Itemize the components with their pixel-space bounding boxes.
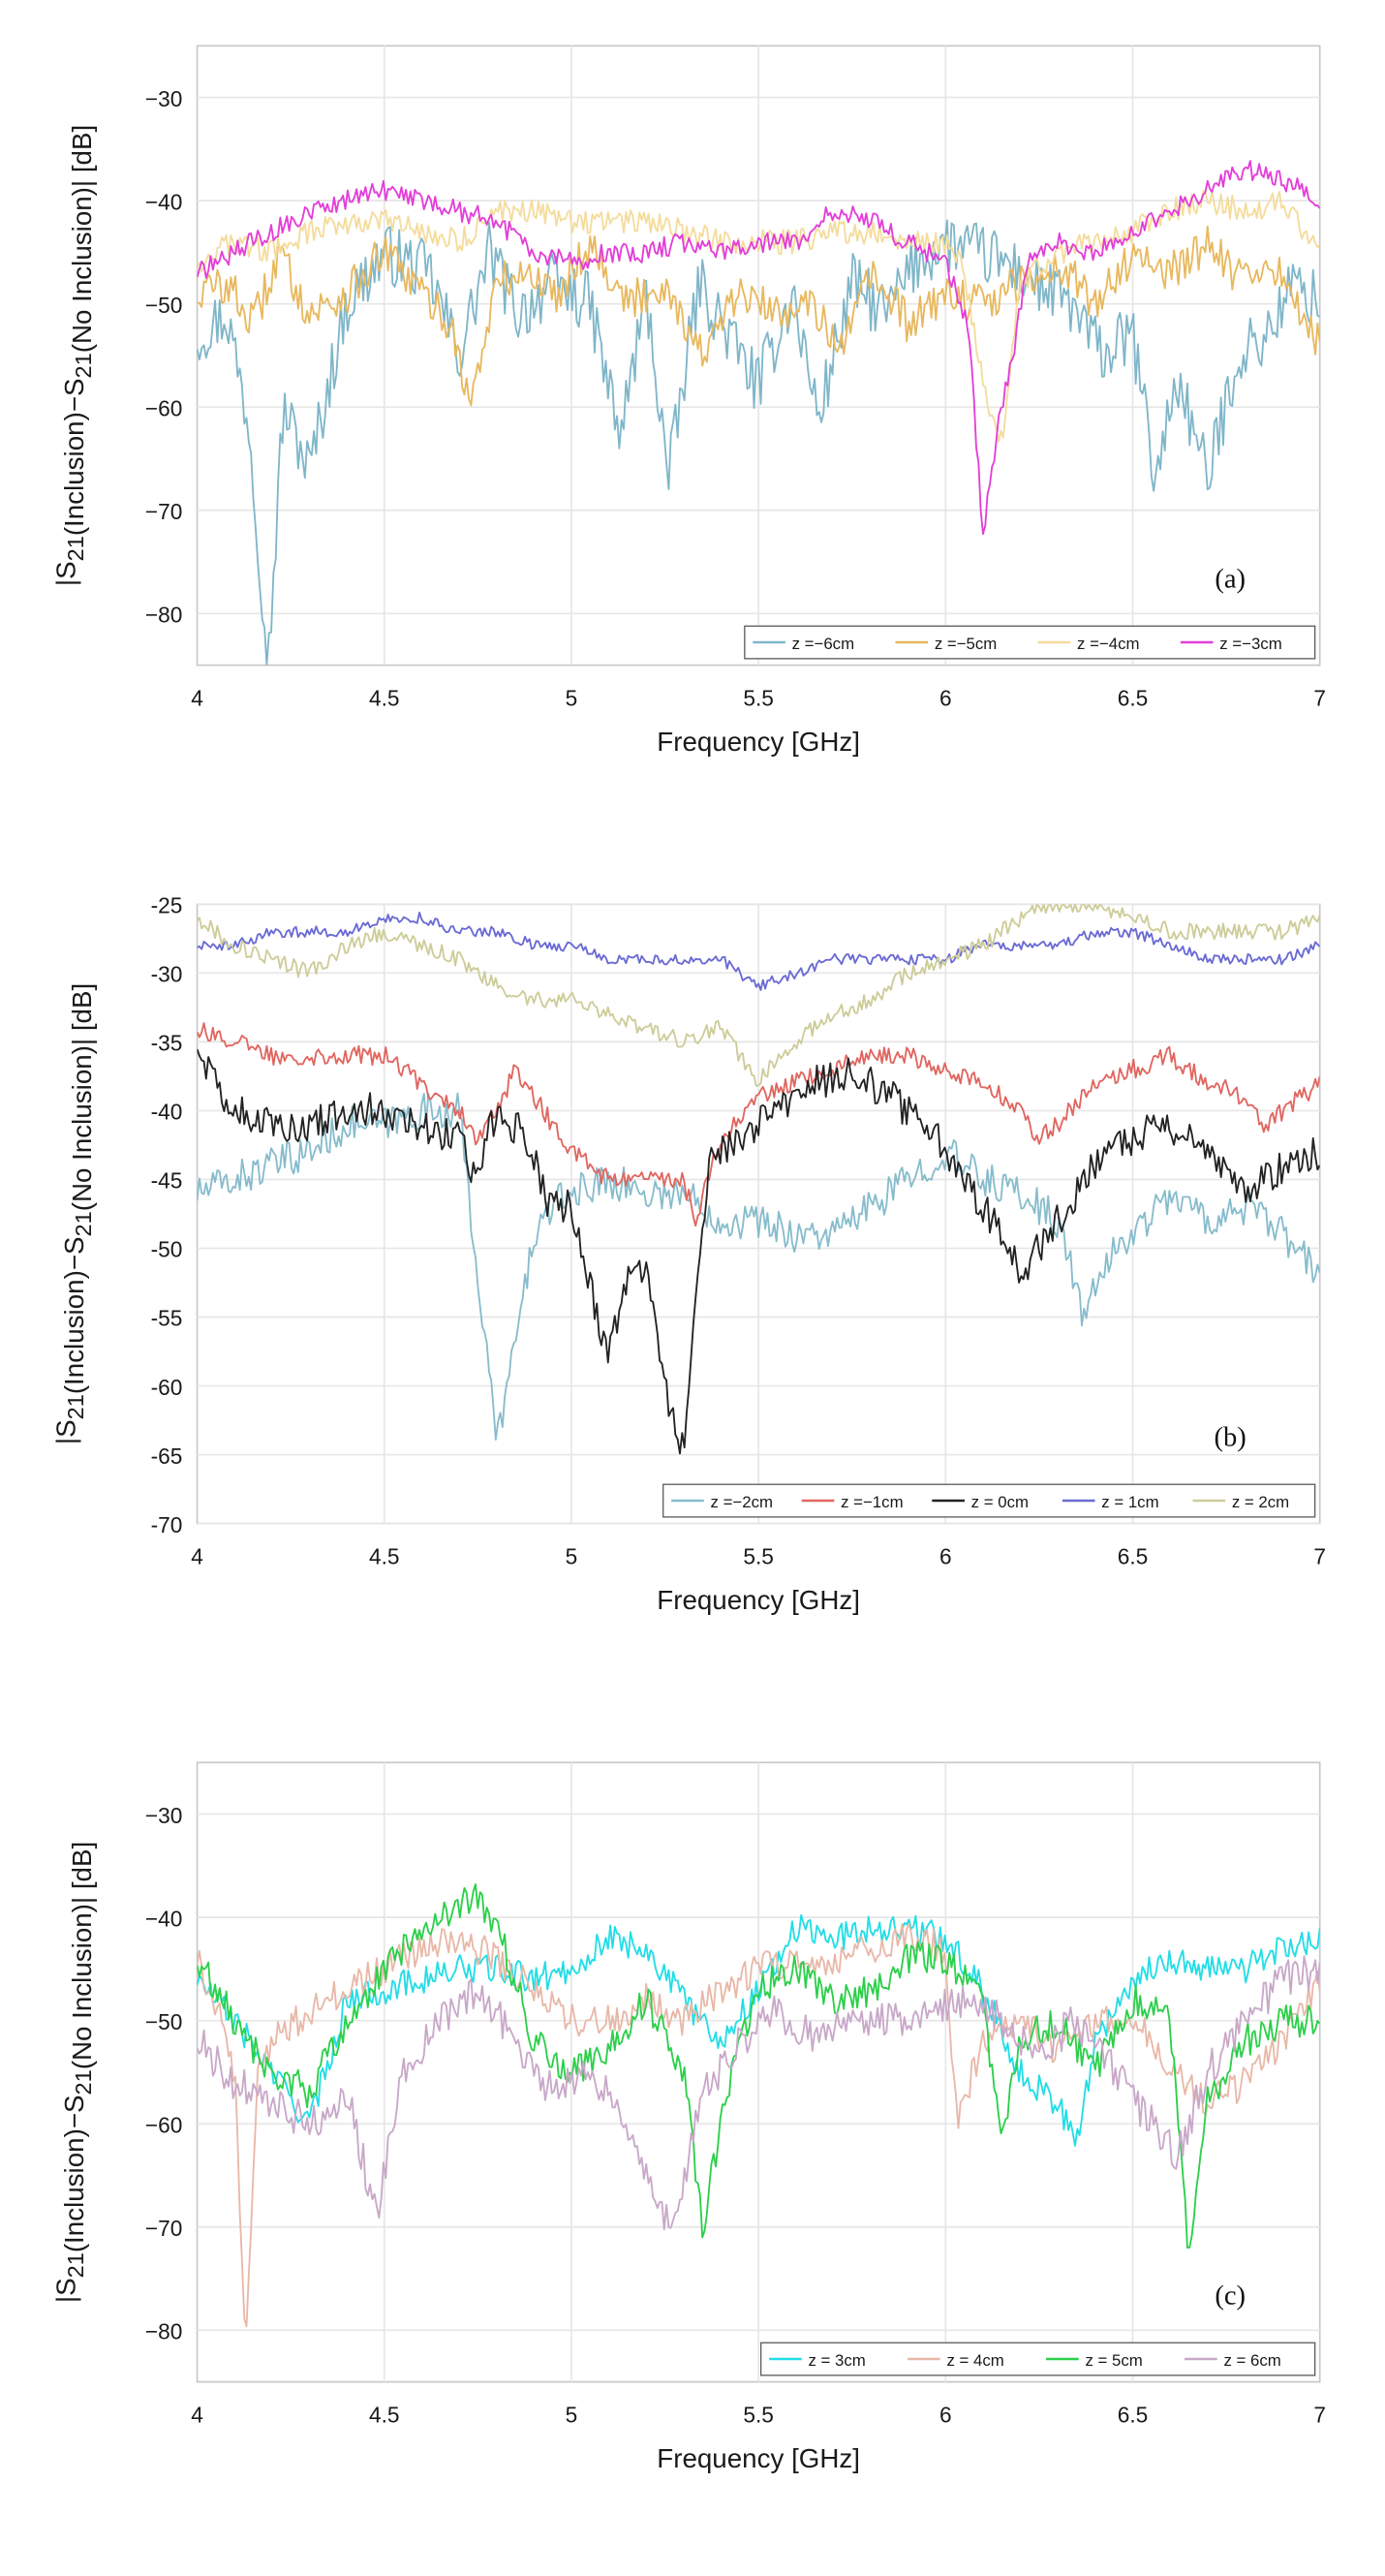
y-tick-label: −50 — [145, 2009, 183, 2034]
x-tick-label: 5.5 — [743, 1544, 774, 1569]
x-tick-label: 7 — [1313, 686, 1326, 711]
y-tick-label: -50 — [151, 1237, 183, 1262]
y-tick-label: −30 — [145, 86, 183, 111]
y-tick-label: -30 — [151, 962, 183, 987]
series-line-5 — [197, 904, 1320, 1087]
chart-panel-a: 4 4.5 5 5.5 6 6.5 7 −30 −40 −50 −60 −70 −80 z =−6cm z … — [0, 0, 1385, 859]
legend-box — [744, 625, 1316, 660]
y-tick-label: −60 — [145, 395, 183, 420]
legend-label: z =−6cm — [792, 635, 854, 653]
legend-label: z =−3cm — [1219, 635, 1281, 653]
y-tick-label: −40 — [145, 189, 183, 214]
legend-label: z = 6cm — [1223, 2351, 1280, 2370]
y-tick-label: −30 — [145, 1803, 183, 1828]
series-line-2 — [197, 225, 1320, 407]
x-axis-label: Frequency [GHz] — [657, 1585, 860, 1615]
y-axis-label: |S21(Inclusion)−S21(No Inclusion)| [dB] — [50, 125, 97, 586]
y-tick-label: −70 — [145, 2216, 183, 2241]
series-line-1 — [197, 1913, 1320, 2147]
legend-label: z = 2cm — [1232, 1493, 1289, 1511]
series-line-2 — [197, 1022, 1320, 1227]
x-tick-label: 6 — [939, 2403, 952, 2428]
legend: z =−6cm z =−5cm z =−4cm z =−3cm — [744, 625, 1316, 660]
x-tick-label: 5.5 — [743, 2403, 774, 2428]
y-tick-label: −80 — [145, 603, 183, 628]
legend-label: z =−1cm — [841, 1493, 903, 1511]
y-tick-label: -25 — [151, 893, 183, 918]
x-tick-label: 4.5 — [369, 686, 400, 711]
x-tick-label: 5 — [566, 686, 578, 711]
x-tick-label: 7 — [1313, 2403, 1326, 2428]
series-line-1 — [197, 1092, 1320, 1441]
series-line-4 — [197, 911, 1320, 991]
chart-b-svg: 4 4.5 5 5.5 6 6.5 7 -25 -30 -35 -40 -45 -50 -55 -60 -65… — [50, 893, 1326, 1615]
series-group — [197, 160, 1320, 666]
x-tick-label: 4 — [191, 1544, 203, 1569]
legend-box — [760, 2342, 1316, 2376]
y-tick-label: −80 — [145, 2319, 183, 2344]
legend-label: z = 0cm — [971, 1493, 1029, 1511]
y-tick-label: -70 — [151, 1512, 183, 1537]
series-group — [197, 1883, 1320, 2328]
y-axis-label: |S21(Inclusion)−S21(No Inclusion)| [dB] — [50, 1842, 97, 2303]
x-axis-label: Frequency [GHz] — [657, 2443, 860, 2473]
y-tick-label: -65 — [151, 1443, 183, 1469]
x-tick-label: 4 — [191, 686, 203, 711]
legend-label: z =−4cm — [1077, 635, 1139, 653]
chart-panel-b: 4 4.5 5 5.5 6 6.5 7 -25 -30 -35 -40 -45 -50 -55 -60 -65… — [0, 858, 1385, 1718]
legend-label: z =−5cm — [935, 635, 997, 653]
series-line-3 — [197, 1883, 1320, 2249]
legend-label: z = 5cm — [1085, 2351, 1142, 2370]
legend-label: z = 4cm — [946, 2351, 1003, 2370]
legend-label: z = 1cm — [1101, 1493, 1158, 1511]
chart-a-svg: 4 4.5 5 5.5 6 6.5 7−30−40−50−60−70−80z =−6cm z … — [50, 45, 1326, 757]
x-tick-label: 6.5 — [1118, 2403, 1149, 2428]
x-tick-label: 5 — [566, 1544, 578, 1569]
y-tick-label: -35 — [151, 1031, 183, 1056]
y-tick-label: −70 — [145, 499, 183, 524]
legend-label: z =−2cm — [711, 1493, 773, 1511]
x-axis-label: Frequency [GHz] — [657, 727, 860, 757]
x-tick-label: 6 — [939, 1544, 952, 1569]
x-tick-label: 4.5 — [369, 2403, 400, 2428]
y-tick-label: −50 — [145, 293, 183, 318]
y-tick-label: -40 — [151, 1100, 183, 1125]
series-line-4 — [197, 1955, 1320, 2231]
y-tick-label: -60 — [151, 1375, 183, 1400]
legend: z = 3cm z = 4cm z = 5cm z = 6cm — [760, 2342, 1316, 2376]
x-tick-label: 5.5 — [743, 686, 774, 711]
x-tick-label: 4 — [191, 2403, 203, 2428]
x-tick-label: 5 — [566, 2403, 578, 2428]
panel-label: (c) — [1215, 2281, 1246, 2312]
series-line-4 — [197, 160, 1320, 536]
y-tick-label: -55 — [151, 1306, 183, 1331]
panel-label: (a) — [1215, 565, 1246, 595]
x-tick-label: 4.5 — [369, 1544, 400, 1569]
legend-label: z = 3cm — [808, 2351, 865, 2370]
legend: z =−2cm z =−1cm z = 0cm z = 1cm z = 2cm — [662, 1483, 1316, 1518]
x-tick-label: 6.5 — [1118, 1544, 1149, 1569]
panel-label: (b) — [1215, 1423, 1246, 1453]
chart-panel-c: 4 4.5 5 5.5 6 6.5 7 −30 −40 −50 −60 −70 −80 z = 3cm z … — [0, 1717, 1385, 2576]
x-tick-label: 7 — [1313, 1544, 1326, 1569]
grid — [197, 46, 1320, 666]
x-tick-label: 6.5 — [1118, 686, 1149, 711]
y-axis-label: |S21(Inclusion)−S21(No Inclusion)| [dB] — [50, 983, 97, 1444]
y-tick-label: −40 — [145, 1906, 183, 1931]
y-tick-label: −60 — [145, 2112, 183, 2137]
x-tick-label: 6 — [939, 686, 952, 711]
series-line-3 — [197, 1048, 1320, 1455]
y-tick-label: -45 — [151, 1168, 183, 1194]
series-group — [197, 904, 1320, 1455]
chart-c-svg: 4 4.5 5 5.5 6 6.5 7−30−40−50−60−70−80z = 3cm z … — [50, 1761, 1326, 2473]
